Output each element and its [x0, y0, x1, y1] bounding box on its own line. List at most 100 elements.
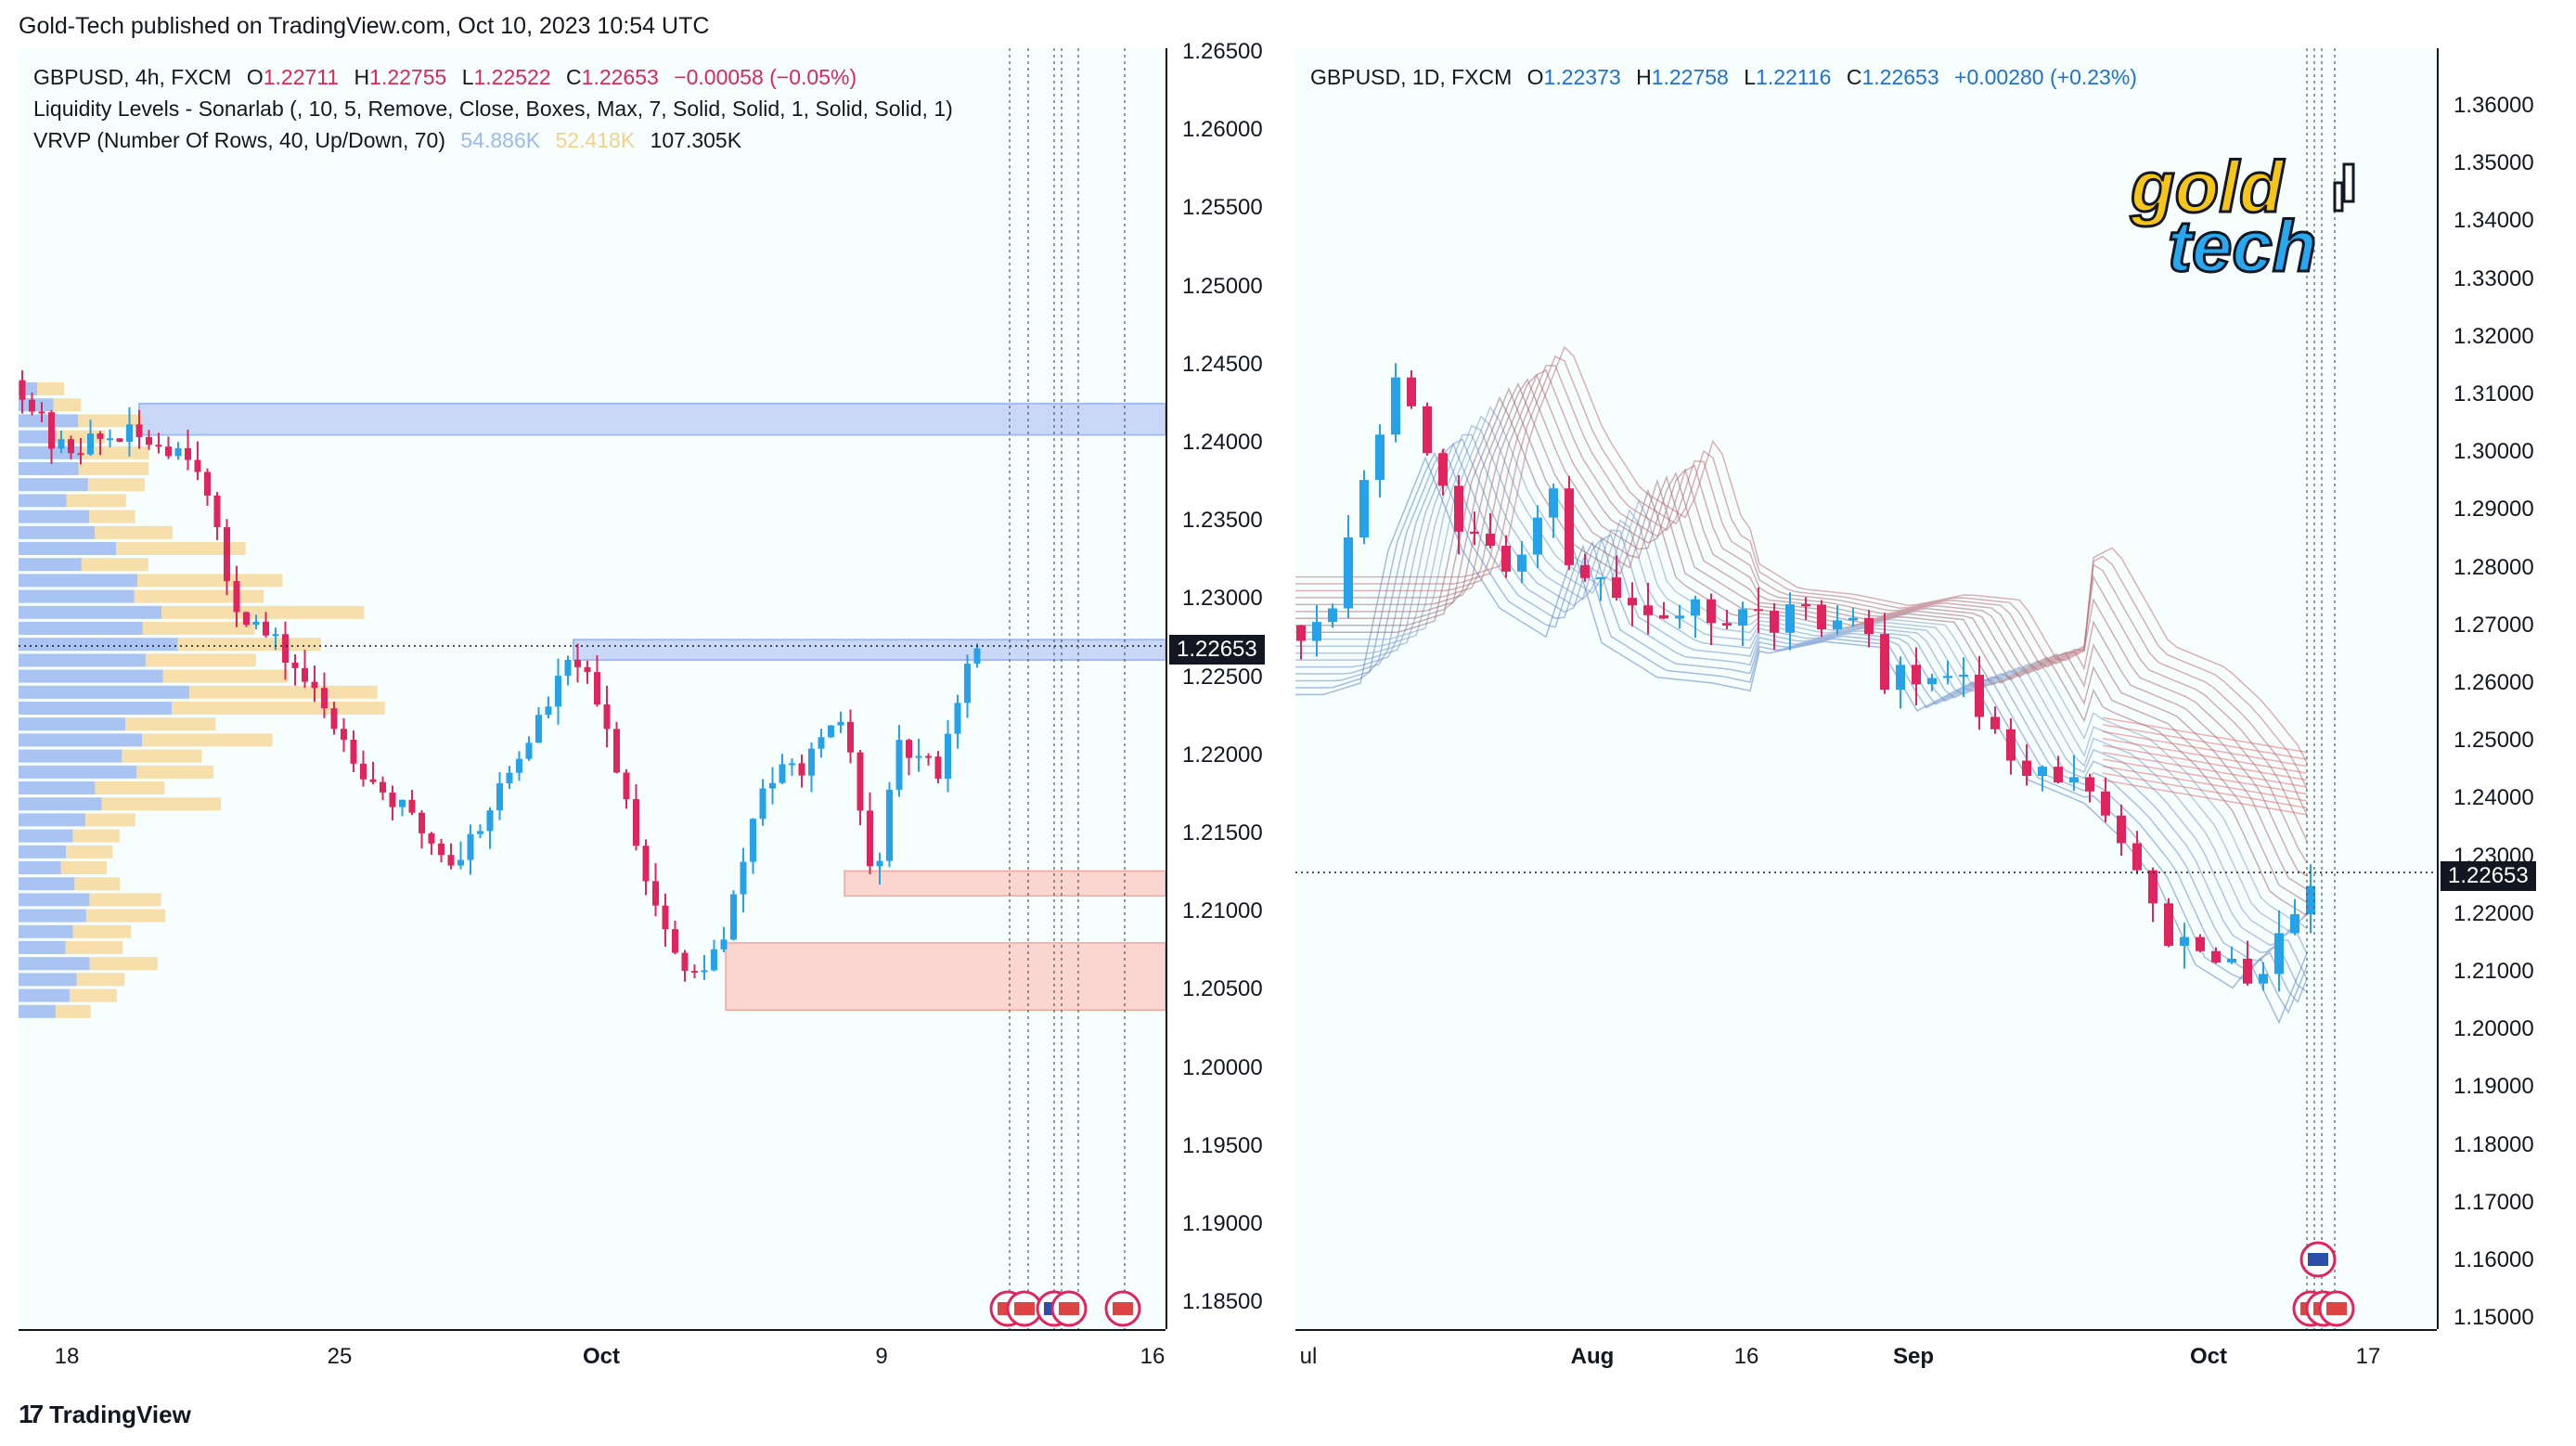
candle-body	[2259, 974, 2268, 984]
volume-profile-down-bar	[89, 510, 135, 523]
volume-profile-up-bar	[19, 941, 66, 954]
candle-body	[1990, 717, 2000, 729]
uk-flag-icon	[2308, 1253, 2328, 1266]
candle-body	[720, 939, 728, 949]
volume-profile-down-bar	[74, 877, 121, 891]
candle-body	[1959, 675, 1968, 678]
time-tick-label: Oct	[2189, 1344, 2228, 1369]
volume-profile-up-bar	[19, 525, 96, 539]
price-tick-label: 1.25000	[2454, 728, 2534, 754]
candle-body	[828, 725, 834, 738]
candle-body	[1565, 488, 1574, 565]
price-tick-label: 1.21000	[2454, 959, 2534, 984]
candle-body	[1833, 620, 1842, 630]
time-axis-1d[interactable]: ul Aug 16 Sep Oct 17	[1295, 1329, 2437, 1381]
candle-body	[740, 861, 747, 895]
volume-profile-up-bar	[19, 893, 90, 907]
price-tick-label: 1.31000	[2454, 381, 2534, 407]
candle-body	[194, 459, 201, 472]
volume-profile-down-bar	[81, 558, 148, 572]
price-tick-label: 1.17000	[2454, 1189, 2534, 1215]
volume-profile-down-bar	[55, 1004, 91, 1018]
legend-1d: GBPUSD, 1D, FXCM O1.22373 H1.22758 L1.22…	[1310, 61, 2146, 93]
candle-body	[574, 660, 581, 667]
ema-ribbon-line	[1295, 386, 2308, 904]
candle-body	[486, 810, 494, 832]
volume-profile-up-bar	[19, 653, 146, 667]
candle-body	[2117, 815, 2126, 844]
price-axis-1d[interactable]: 1.36000 1.35000 1.34000 1.33000 1.32000 1.310…	[2437, 48, 2559, 1330]
ema-ribbon-line	[1295, 355, 2308, 790]
price-tick-label: 1.24500	[1182, 351, 1263, 377]
candle-body	[2290, 914, 2299, 934]
price-tick-label: 1.20500	[1182, 976, 1263, 1002]
price-tick-label: 1.30000	[2454, 439, 2534, 465]
volume-profile-up-bar	[19, 542, 117, 555]
tradingview-logo[interactable]: 17 TradingView	[19, 1400, 191, 1429]
candle-body	[1549, 488, 1558, 518]
price-tick-label: 1.29000	[2454, 497, 2534, 523]
chart-canvas-1d[interactable]	[1295, 48, 2437, 1329]
volume-profile-down-bar	[177, 638, 321, 652]
chart-canvas-4h[interactable]	[19, 48, 1166, 1329]
candle-body	[759, 788, 766, 820]
candle-body	[116, 438, 123, 443]
candle-body	[2006, 729, 2016, 761]
volume-profile-down-bar	[95, 525, 173, 539]
open-value: O1.22373	[1526, 65, 1621, 89]
candle-body	[1659, 614, 1668, 619]
indicator-vrvp[interactable]: VRVP (Number Of Rows, 40, Up/Down, 70) 5…	[33, 128, 742, 152]
candle-body	[311, 681, 318, 689]
ema-ribbon-line	[2102, 779, 2308, 816]
candle-body	[516, 758, 522, 773]
volume-profile-up-bar	[19, 845, 67, 859]
volume-profile-down-bar	[66, 845, 113, 859]
volume-profile-up-bar	[19, 462, 79, 475]
volume-profile-up-bar	[19, 957, 90, 971]
candle-body	[369, 779, 377, 782]
ema-ribbon-line	[2102, 765, 2308, 802]
price-tick-label: 1.23000	[1182, 586, 1263, 612]
price-axis-4h[interactable]: 1.26500 1.26000 1.25500 1.25000 1.24500 1.240…	[1166, 39, 1282, 1329]
chart-pane-1d[interactable]: GBPUSD, 1D, FXCM O1.22373 H1.22758 L1.22…	[1295, 48, 2437, 1329]
volume-profile-up-bar	[19, 510, 90, 523]
candle-body	[506, 772, 513, 783]
ema-ribbon-line	[1295, 395, 2308, 917]
candle-body	[603, 704, 611, 729]
volume-profile-down-bar	[101, 797, 222, 811]
ema-ribbon-line	[2102, 737, 2308, 774]
chart-pane-4h[interactable]: GBPUSD, 4h, FXCM O1.22711 H1.22755 L1.22…	[19, 48, 1166, 1329]
price-tick-label: 1.21500	[1182, 820, 1263, 846]
price-tick-label: 1.25000	[1182, 273, 1263, 299]
indicator-liquidity-levels[interactable]: Liquidity Levels - Sonarlab (, 10, 5, Re…	[33, 97, 953, 121]
price-tick-label: 1.32000	[2454, 323, 2534, 349]
volume-profile-down-bar	[137, 574, 283, 587]
us-flag-icon	[2326, 1302, 2347, 1315]
volume-profile-up-bar	[19, 558, 82, 572]
symbol-label[interactable]: GBPUSD, 1D, FXCM	[1310, 65, 1513, 89]
candle-body	[633, 799, 639, 846]
ema-ribbon-line	[2102, 758, 2308, 795]
price-tick-label: 1.26000	[1182, 117, 1263, 143]
volume-profile-down-bar	[122, 749, 202, 763]
volume-profile-up-bar	[19, 638, 178, 652]
price-tick-label: 1.28000	[2454, 554, 2534, 580]
volume-profile-up-bar	[19, 1004, 56, 1018]
time-axis-4h[interactable]: 18 25 Oct 9 16	[19, 1329, 1166, 1381]
candle-body	[1375, 434, 1385, 481]
candle-body	[925, 755, 932, 758]
candle-body	[915, 755, 922, 758]
volume-profile-down-bar	[78, 414, 143, 428]
price-tick-label: 1.18500	[1182, 1289, 1263, 1315]
us-flag-icon	[1113, 1302, 1133, 1315]
volume-profile-down-bar	[37, 382, 64, 395]
candle-body	[1628, 598, 1637, 606]
legend-4h: GBPUSD, 4h, FXCM O1.22711 H1.22755 L1.22…	[33, 61, 953, 156]
candle-body	[360, 763, 367, 780]
high-value: H1.22755	[354, 65, 447, 89]
candle-body	[857, 752, 864, 811]
symbol-label[interactable]: GBPUSD, 4h, FXCM	[33, 65, 232, 89]
volume-profile-up-bar	[19, 924, 73, 938]
price-tick-label: 1.22500	[1182, 664, 1263, 690]
candle-body	[867, 810, 873, 867]
